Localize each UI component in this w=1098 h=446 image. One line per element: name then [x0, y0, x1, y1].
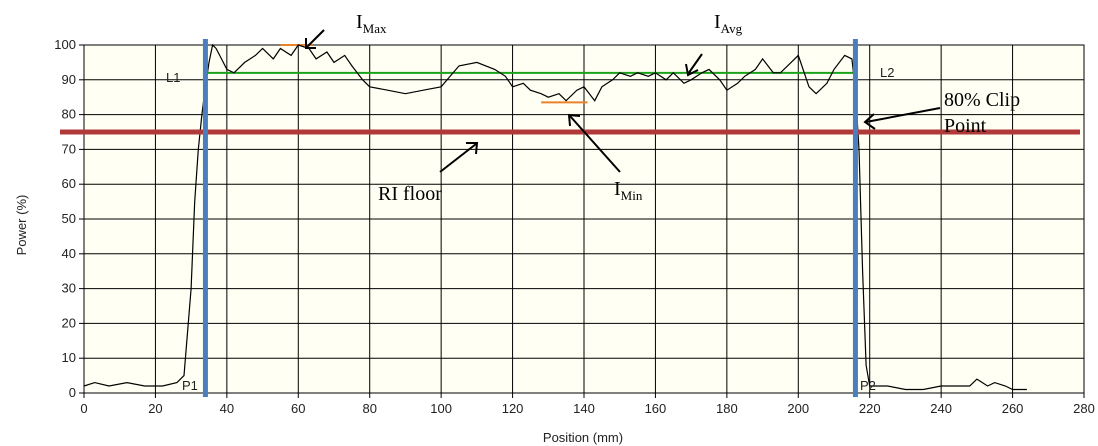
series-line-0 [83, 43, 1027, 391]
clip-label-line2: Point [944, 115, 987, 137]
x-tick-label-100: 100 [430, 401, 452, 416]
svg-text:IAvg: IAvg [714, 11, 743, 36]
clip-arrowhead [863, 113, 876, 130]
iavg-sub: Avg [721, 21, 743, 36]
svg-text:IMin: IMin [614, 178, 643, 203]
x-tick-label-40: 40 [220, 401, 234, 416]
y-tick-label-0: 0 [69, 385, 76, 400]
iavg-main: I [714, 11, 721, 33]
y-axis-title: Power (%) [14, 195, 29, 256]
x-tick-label-80: 80 [362, 401, 376, 416]
y-tick-label-10: 10 [62, 350, 76, 365]
series-layer [60, 39, 1080, 397]
marker-l2: L2 [880, 65, 894, 80]
imax-main: I [356, 11, 363, 33]
iavg-arrowhead [685, 63, 699, 77]
y-tick-label-50: 50 [62, 211, 76, 226]
x-tick-label-160: 160 [645, 401, 667, 416]
imax-arrow [305, 29, 325, 49]
annotation-ri-floor: RI floor [378, 142, 479, 205]
x-tick-label-200: 200 [787, 401, 809, 416]
tick-labels: 0 10 20 30 40 50 60 70 80 90 100 0 20 40 60 80 100 120 140… [54, 37, 1095, 416]
annotation-clip-point: 80% Clip Point [863, 89, 1020, 137]
x-tick-label-240: 240 [930, 401, 952, 416]
annotation-imin: IMin [567, 113, 643, 203]
marker-l1: L1 [166, 70, 180, 85]
svg-text:IMax: IMax [356, 11, 387, 36]
grid [79, 44, 1085, 398]
x-tick-label-260: 260 [1002, 401, 1024, 416]
annotation-imax: IMax [305, 11, 387, 49]
imin-arrowhead [567, 113, 581, 127]
clip-label-line1: 80% Clip [944, 89, 1020, 111]
y-tick-label-90: 90 [62, 72, 76, 87]
imin-sub: Min [621, 188, 643, 203]
annotation-iavg: IAvg [685, 11, 743, 77]
y-tick-label-20: 20 [62, 315, 76, 330]
x-tick-label-180: 180 [716, 401, 738, 416]
x-tick-label-140: 140 [573, 401, 595, 416]
marker-p1: P1 [182, 378, 198, 393]
plot-border [83, 44, 1085, 394]
y-tick-label-60: 60 [62, 176, 76, 191]
x-tick-label-280: 280 [1073, 401, 1095, 416]
x-tick-label-0: 0 [80, 401, 87, 416]
clip-arrow [865, 107, 941, 123]
x-tick-label-220: 220 [859, 401, 881, 416]
y-tick-label-100: 100 [54, 37, 76, 52]
y-tick-label-40: 40 [62, 246, 76, 261]
marker-p2: P2 [860, 378, 876, 393]
y-tick-label-70: 70 [62, 141, 76, 156]
y-tick-label-30: 30 [62, 281, 76, 296]
x-tick-label-120: 120 [502, 401, 524, 416]
imin-main: I [614, 178, 621, 200]
line-markers: L1 L2 P1 P2 [166, 65, 894, 393]
ri-floor-label: RI floor [378, 183, 442, 205]
ri-floor-arrowhead [466, 142, 479, 155]
x-tick-label-60: 60 [291, 401, 305, 416]
x-axis-title: Position (mm) [543, 430, 623, 445]
imax-arrowhead [305, 38, 316, 49]
ri-floor-arrow [439, 143, 477, 173]
iavg-arrow [687, 53, 703, 75]
y-tick-label-80: 80 [62, 107, 76, 122]
reference-lines [205, 44, 856, 104]
imin-arrow [569, 115, 621, 173]
imax-sub: Max [363, 21, 387, 36]
x-tick-label-20: 20 [148, 401, 162, 416]
